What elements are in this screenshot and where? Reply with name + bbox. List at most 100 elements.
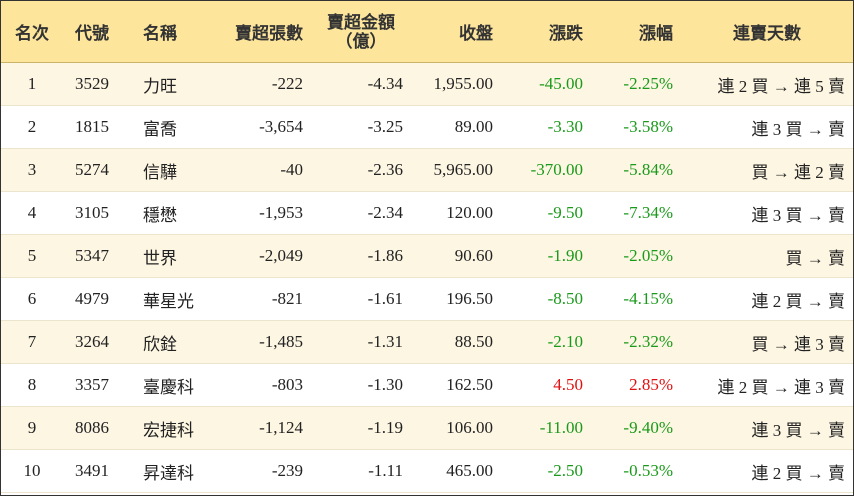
table-cell: -1,485 [259, 332, 303, 351]
table-cell: 88.50 [454, 332, 493, 351]
table-cell: -3.58% [623, 117, 673, 136]
table-cell: 連 3 買 → 賣 [751, 119, 846, 139]
header-text: 賣超金額（億） [327, 12, 395, 51]
table-cell: 連 3 買 → 賣 [751, 420, 846, 440]
table-cell: 465.00 [446, 461, 493, 480]
table-cell: -7.34% [623, 203, 673, 222]
table-cell: 5,965.00 [433, 160, 494, 179]
table-cell: 4979 [75, 289, 109, 308]
table-cell: 富喬 [143, 119, 177, 139]
table-cell: 3 [27, 160, 37, 179]
header-cell: 賣超金額（億） [311, 1, 411, 62]
header-text: 連賣天數 [733, 24, 801, 43]
table-cell: -1,953 [259, 203, 303, 222]
table-cell: -222 [271, 74, 303, 93]
table-cell: 連 2 買 → 賣 [751, 463, 846, 483]
table-cell: 4 [27, 203, 37, 222]
table-cell: 2 [27, 117, 37, 136]
table-cell: 3357 [75, 375, 109, 394]
table-cell: 臺慶科 [143, 377, 194, 397]
table-cell: -2.05% [623, 246, 673, 265]
table-cell: -1.86 [367, 246, 403, 265]
table-cell: 連 2 買 → 連 5 賣 [717, 76, 846, 96]
header-cell: 名次 [1, 1, 63, 62]
table-cell: -1.90 [547, 246, 583, 265]
table-cell: -4.34 [367, 74, 403, 93]
header-cell: 代號 [63, 1, 131, 62]
table-cell: -239 [271, 461, 303, 480]
table-cell: -370.00 [530, 160, 583, 179]
table-cell: 6 [27, 289, 37, 308]
table-cell: 1815 [75, 117, 109, 136]
header-row: 名次 代號 名稱 賣超張數 賣超金額（億） 收盤 漲跌 漲幅 連賣天數 [1, 1, 853, 63]
table-row: 3 5274 信驊 -40 -2.36 5,965.00 -370.00 -5.84% 買 → … [1, 149, 853, 192]
table-cell: 華星光 [143, 291, 194, 311]
table-cell: 2.85% [629, 375, 673, 394]
table-cell: 信驊 [143, 162, 177, 182]
table-cell: -803 [271, 375, 303, 394]
table-cell: -1.19 [367, 418, 403, 437]
table-cell: -8.50 [547, 289, 583, 308]
table-cell: -2,049 [259, 246, 303, 265]
table-cell: 連 2 買 → 連 3 賣 [717, 377, 846, 397]
table-cell: 5347 [75, 246, 109, 265]
table-row: 9 8086 宏捷科 -1,124 -1.19 106.00 -11.00 -9.40% 連 3… [1, 407, 853, 450]
table-cell: 5 [27, 246, 37, 265]
table-cell: -3.30 [547, 117, 583, 136]
table-row: 10 3491 昇達科 -239 -1.11 465.00 -2.50 -0.53% 連 2 買… [1, 450, 853, 493]
table-cell: -1.30 [367, 375, 403, 394]
header-cell: 漲幅 [591, 1, 681, 62]
table-cell: -2.32% [623, 332, 673, 351]
table-cell: -4.15% [623, 289, 673, 308]
header-text: 名稱 [143, 24, 177, 43]
header-text: 漲幅 [639, 24, 673, 43]
table-cell: -3,654 [259, 117, 303, 136]
table-cell: 3491 [75, 461, 109, 480]
table-cell: 5274 [75, 160, 109, 179]
table-cell: -0.53% [623, 461, 673, 480]
table-cell: 10 [23, 461, 41, 480]
table-cell: 3264 [75, 332, 109, 351]
table-cell: -2.50 [547, 461, 583, 480]
table-cell: 8 [27, 375, 37, 394]
table-cell: 4.50 [553, 375, 583, 394]
table-cell: -5.84% [623, 160, 673, 179]
table-cell: 穩懋 [143, 205, 177, 225]
table-cell: 8086 [75, 418, 109, 437]
header-cell: 收盤 [411, 1, 501, 62]
table-cell: 宏捷科 [143, 420, 194, 440]
table-cell: -45.00 [539, 74, 583, 93]
table-cell: -3.25 [367, 117, 403, 136]
table-cell: 162.50 [446, 375, 493, 394]
table-cell: 120.00 [446, 203, 493, 222]
table-cell: 力旺 [143, 76, 177, 96]
table-cell: 連 3 買 → 賣 [751, 205, 846, 225]
table-cell: -2.10 [547, 332, 583, 351]
table-row: 5 5347 世界 -2,049 -1.86 90.60 -1.90 -2.05% 買 → 賣 [1, 235, 853, 278]
table-cell: 90.60 [454, 246, 493, 265]
header-cell: 名稱 [131, 1, 216, 62]
header-cell: 連賣天數 [681, 1, 853, 62]
header-text: 名次 [15, 24, 49, 43]
table-row: 6 4979 華星光 -821 -1.61 196.50 -8.50 -4.15% 連 2 買 … [1, 278, 853, 321]
table-cell: 7 [27, 332, 37, 351]
header-cell: 賣超張數 [216, 1, 311, 62]
table-cell: -1.31 [367, 332, 403, 351]
table-row: 1 3529 力旺 -222 -4.34 1,955.00 -45.00 -2.25% 連 2 … [1, 63, 853, 106]
table-cell: 106.00 [446, 418, 493, 437]
table-row: 8 3357 臺慶科 -803 -1.30 162.50 4.50 2.85% 連 2 買 → … [1, 364, 853, 407]
table-cell: 連 2 買 → 賣 [751, 291, 846, 311]
table-cell: -1,124 [259, 418, 303, 437]
table-cell: -11.00 [539, 418, 583, 437]
table-cell: -9.40% [623, 418, 673, 437]
table-cell: -2.36 [367, 160, 403, 179]
table-cell: 3105 [75, 203, 109, 222]
table-cell: -1.11 [368, 461, 403, 480]
header-text: 收盤 [459, 24, 493, 43]
table-cell: -2.34 [367, 203, 403, 222]
table-cell: 89.00 [454, 117, 493, 136]
table-cell: 1 [27, 74, 37, 93]
table-cell: 1,955.00 [433, 74, 494, 93]
table-cell: 買 → 連 3 賣 [751, 334, 846, 354]
